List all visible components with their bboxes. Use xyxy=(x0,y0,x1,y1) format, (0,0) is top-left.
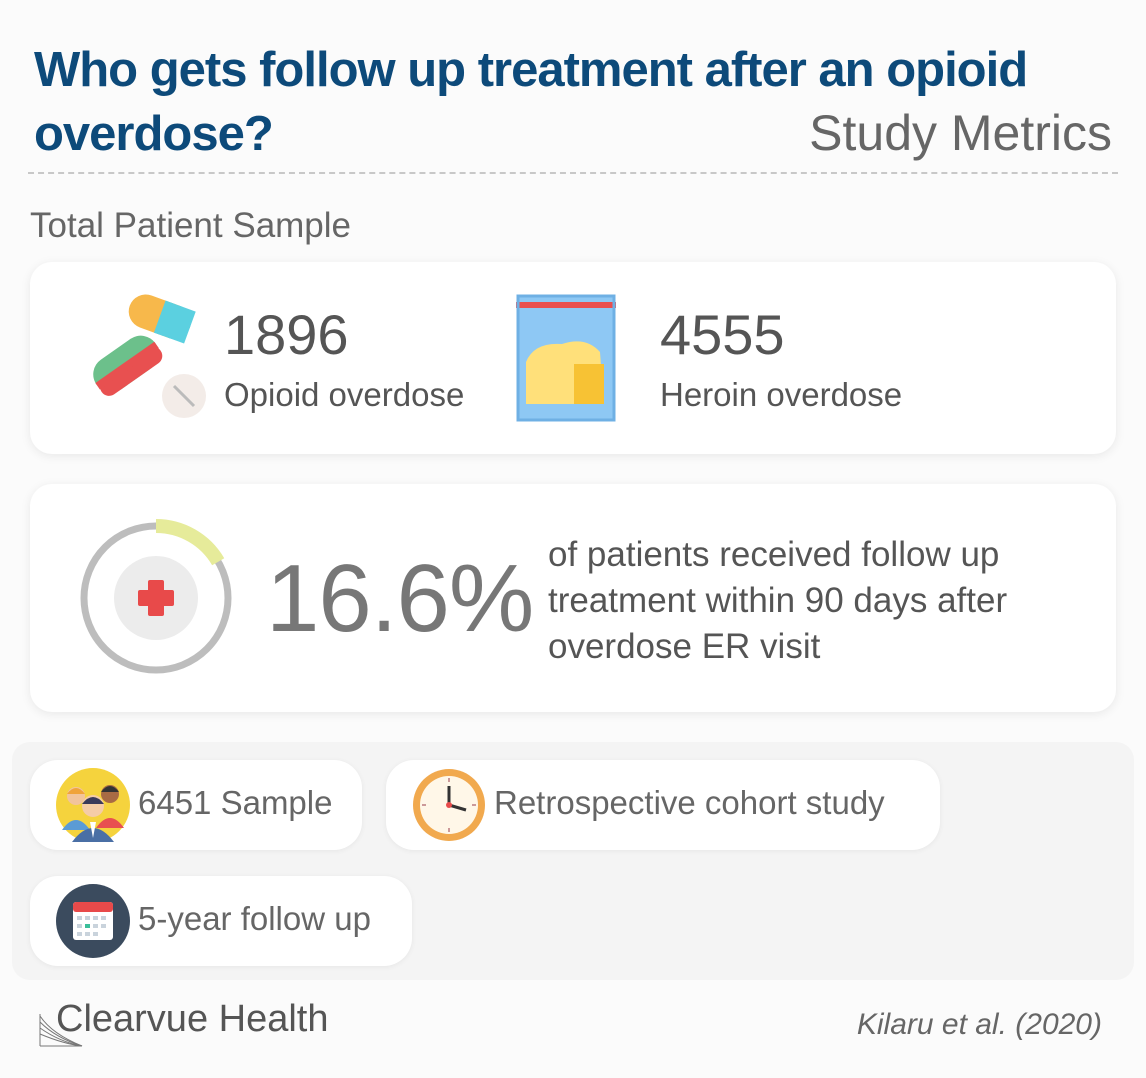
metric-sample-text: 6451 Sample xyxy=(138,784,333,821)
page-subtitle: Study Metrics xyxy=(809,105,1112,161)
treatment-card: 16.6% of patients received follow up tre… xyxy=(30,484,1116,712)
powder-bag-icon xyxy=(516,294,616,422)
medical-cross-icon xyxy=(138,580,174,616)
heroin-overdose-count: 4555 xyxy=(660,303,785,366)
brand-name: Clearvue Health xyxy=(56,998,329,1040)
citation: Kilaru et al. (2020) xyxy=(856,1008,1102,1041)
opioid-overdose-label: Opioid overdose xyxy=(224,376,465,413)
progress-ring-arc xyxy=(155,519,225,566)
metric-study-type: Retrospective cohort study xyxy=(386,760,940,850)
metric-sample: 6451 Sample xyxy=(30,760,362,850)
opioid-overdose-count: 1896 xyxy=(224,303,349,366)
clock-icon xyxy=(413,769,485,841)
metrics-panel: 6451 Sample Retrospective cohort study xyxy=(12,742,1134,980)
metric-follow-up-text: 5-year follow up xyxy=(138,900,371,937)
calendar-icon xyxy=(56,884,130,958)
progress-ring xyxy=(80,519,232,674)
sample-card: 1896 Opioid overdose 4555 Heroin overdos… xyxy=(30,262,1116,454)
metric-study-type-text: Retrospective cohort study xyxy=(494,784,885,821)
page-title: Who gets follow up treatment after an op… xyxy=(34,43,1028,161)
treatment-description: of patients received follow up treatment… xyxy=(548,535,1008,666)
treatment-percent: 16.6% xyxy=(266,545,534,652)
header-divider xyxy=(28,172,1118,174)
brand-mark-icon xyxy=(39,1014,83,1047)
metric-follow-up: 5-year follow up xyxy=(30,876,412,966)
section-label: Total Patient Sample xyxy=(30,206,352,245)
pills-icon xyxy=(93,294,206,418)
heroin-overdose-label: Heroin overdose xyxy=(660,376,903,413)
people-icon xyxy=(56,768,130,842)
